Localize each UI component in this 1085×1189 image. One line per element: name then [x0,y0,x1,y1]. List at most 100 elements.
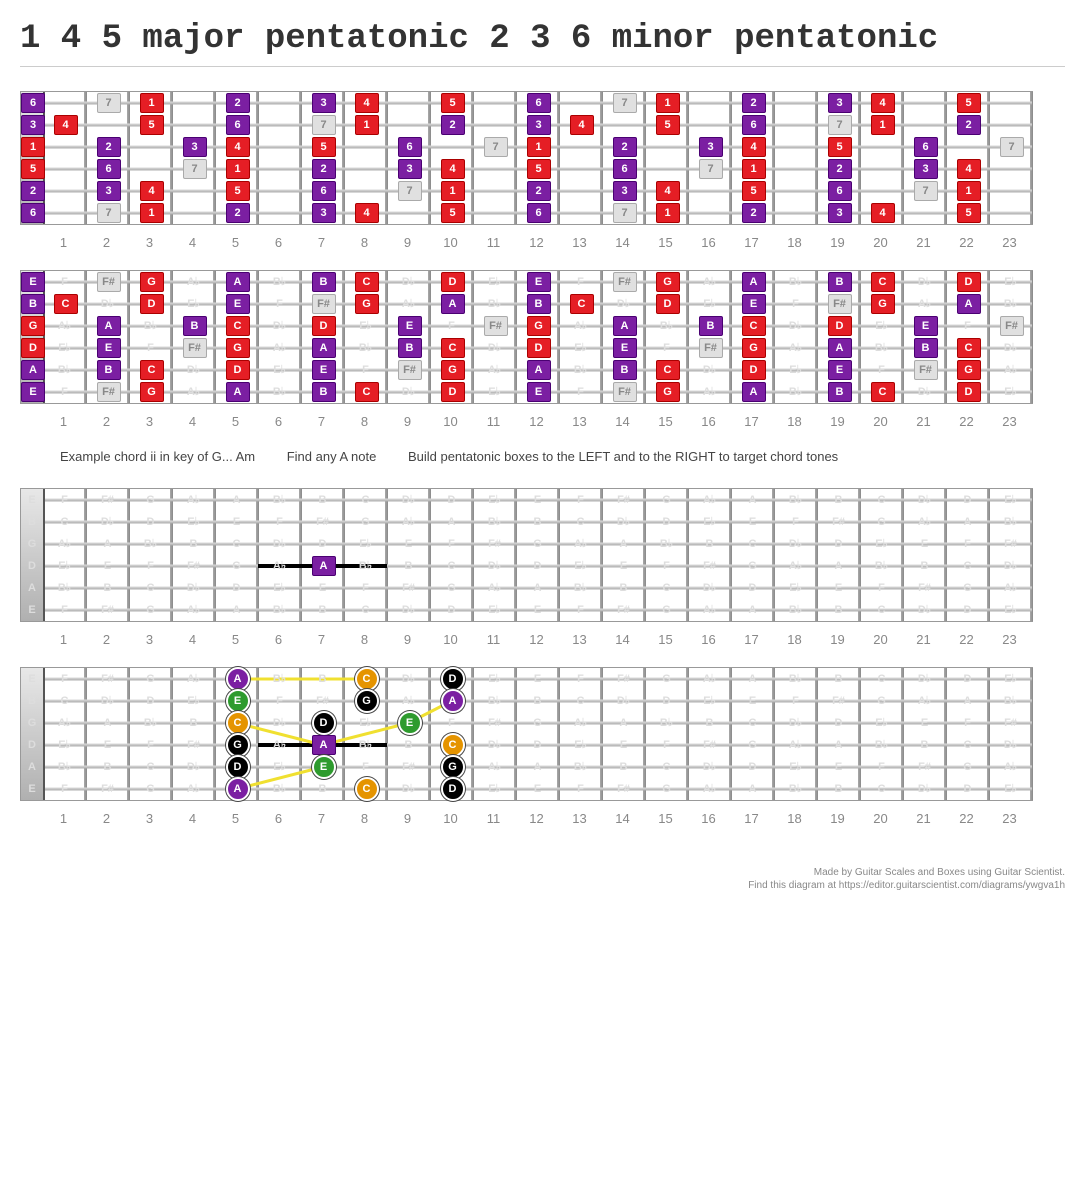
note-A: A [226,777,250,801]
faded-note: B [828,601,850,619]
faded-note: B♭ [140,317,162,335]
note-G: G [527,316,551,336]
note-7: 7 [312,115,336,135]
faded-note: B♭ [484,295,506,313]
note-C: C [226,711,250,735]
note-F#: F# [914,360,938,380]
faded-note: B♭ [484,692,506,710]
faded-note: B [183,535,205,553]
note-E: E [226,294,250,314]
note-G: G [355,294,379,314]
faded-note: G [21,535,43,553]
faded-note: F [355,361,377,379]
faded-note: B [914,736,936,754]
faded-note: F# [398,758,420,776]
note-4: 4 [871,93,895,113]
faded-note: F [656,339,678,357]
note-5: 5 [226,181,250,201]
note-C: C [957,338,981,358]
faded-note: C [570,513,592,531]
note-D: D [21,338,45,358]
note-1: 1 [441,181,465,201]
faded-note: B♭ [871,736,893,754]
note-3: 3 [828,203,852,223]
faded-note: C [871,780,893,798]
note-1: 1 [742,159,766,179]
note-B: B [312,382,336,402]
faded-note: A [527,758,549,776]
note-D: D [957,272,981,292]
faded-note: D♭ [398,491,420,509]
faded-note: E [21,670,43,688]
faded-note: B [97,579,119,597]
faded-note: B [527,692,549,710]
faded-note: C [140,579,162,597]
faded-note: E♭ [785,758,807,776]
faded-note: A♭ [398,295,420,313]
note-F#: F# [613,272,637,292]
note-6: 6 [828,181,852,201]
faded-note: B♭ [140,714,162,732]
note-6: 6 [527,203,551,223]
note-E: E [398,711,422,735]
note-C: C [355,777,379,801]
note-5: 5 [656,115,680,135]
faded-note: A♭ [183,491,205,509]
note-A: A [97,316,121,336]
faded-note: B♭ [570,361,592,379]
faded-note: E♭ [699,295,721,313]
faded-note: B♭ [656,317,678,335]
note-1: 1 [226,159,250,179]
faded-note: D♭ [183,361,205,379]
faded-note: B [312,601,334,619]
faded-note: F# [914,579,936,597]
faded-note: B [183,714,205,732]
faded-note: E♭ [269,758,291,776]
note-6: 6 [613,159,637,179]
note-5: 5 [441,93,465,113]
faded-note: E♭ [1000,273,1022,291]
faded-note: B♭ [785,491,807,509]
faded-note: A [226,601,248,619]
faded-note: D♭ [699,579,721,597]
faded-note: E♭ [1000,670,1022,688]
faded-note: D [742,579,764,597]
faded-note: D♭ [613,295,635,313]
faded-note: A [613,535,635,553]
faded-note: F [570,601,592,619]
faded-note: A♭ [699,383,721,401]
note-C: C [871,382,895,402]
faded-note: B [312,780,334,798]
faded-note: D [656,692,678,710]
faded-note: D [441,601,463,619]
faded-note: C [226,535,248,553]
faded-note: A♭ [570,535,592,553]
note-3: 3 [613,181,637,201]
faded-note: A♭ [54,317,76,335]
faded-note: E♭ [1000,383,1022,401]
faded-note: A♭ [785,736,807,754]
faded-note: G [656,780,678,798]
note-G: G [355,689,379,713]
note-6: 6 [226,115,250,135]
note-D: D [140,294,164,314]
note-G: G [656,382,680,402]
note-6: 6 [312,181,336,201]
faded-note: D [312,535,334,553]
faded-note: D♭ [398,780,420,798]
faded-note: E [21,491,43,509]
note-G: G [140,382,164,402]
faded-note: D [21,736,43,754]
note-2: 2 [527,181,551,201]
faded-note: C [656,758,678,776]
faded-note: D♭ [1000,736,1022,754]
note-G: G [441,755,465,779]
note-1: 1 [656,93,680,113]
note-A: A [742,382,766,402]
faded-note: B [97,758,119,776]
faded-note: A♭ [183,273,205,291]
faded-note: A♭ [484,579,506,597]
faded-note: A♭ [398,692,420,710]
faded-note: F# [97,670,119,688]
note-6: 6 [527,93,551,113]
